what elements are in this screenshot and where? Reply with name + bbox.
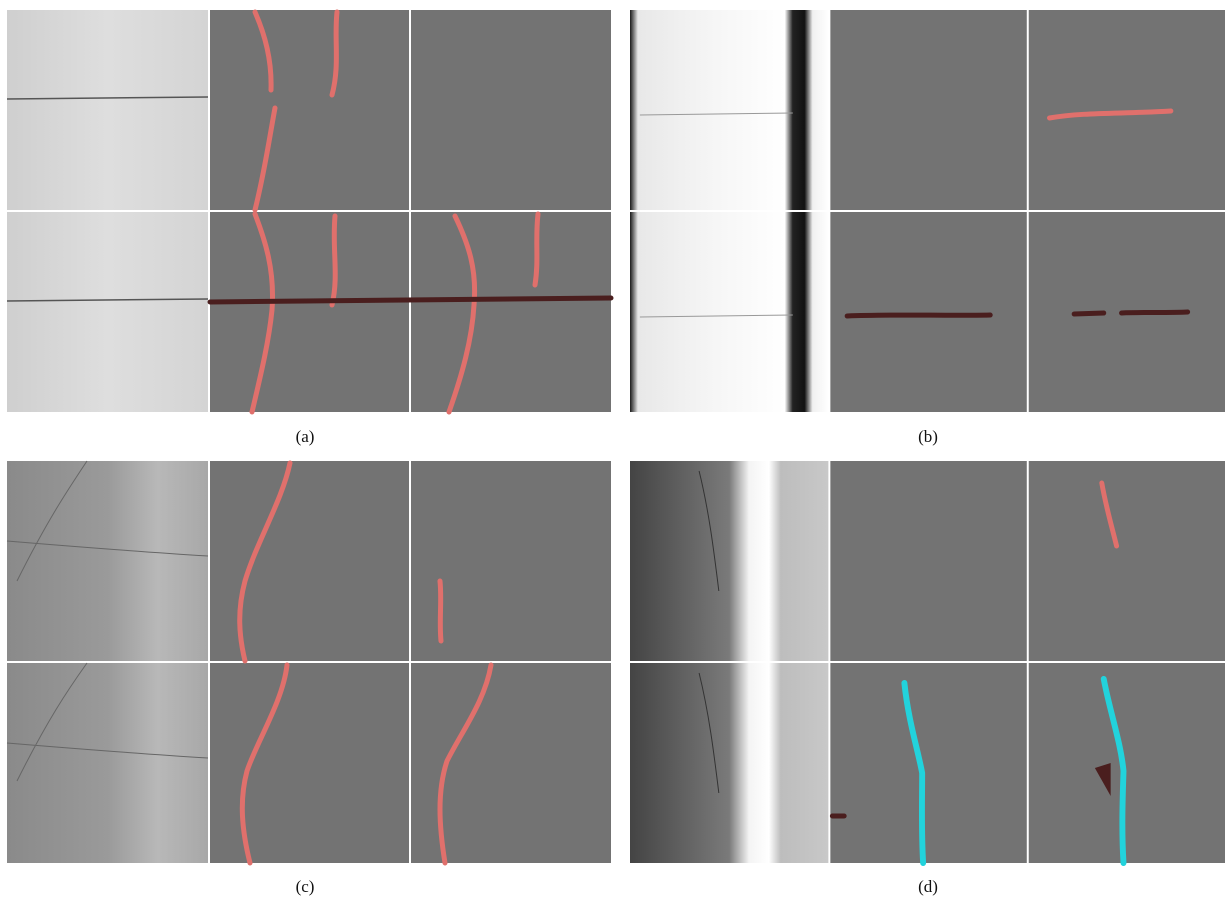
panel-b	[630, 10, 1225, 412]
panel-a	[7, 10, 611, 412]
panel-label: (d)	[918, 877, 938, 896]
panel-label: (c)	[296, 877, 315, 896]
figure: (a) (b) (c) (d)	[0, 0, 1225, 900]
panel-label: (b)	[918, 427, 938, 446]
panel-d	[630, 461, 1225, 863]
panel-label: (a)	[296, 427, 315, 446]
panel-c	[7, 461, 611, 863]
